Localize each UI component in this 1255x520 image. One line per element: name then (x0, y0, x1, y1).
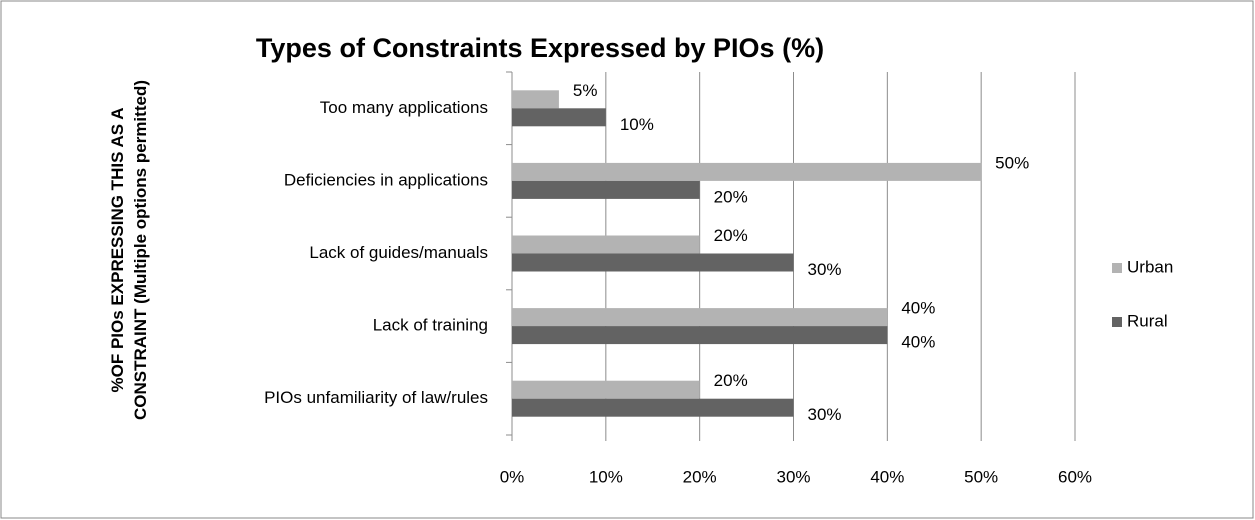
y-tick-label: Lack of guides/manuals (309, 243, 488, 262)
data-label: 20% (714, 226, 748, 245)
bar (512, 326, 888, 345)
x-tick-label: 60% (1058, 467, 1092, 486)
data-label: 30% (808, 260, 842, 279)
y-tick-label: Too many applications (320, 98, 488, 117)
legend-label: Urban (1127, 257, 1173, 276)
bar (512, 398, 794, 417)
data-label: 20% (714, 187, 748, 206)
y-tick-label: Deficiencies in applications (284, 170, 488, 189)
legend-swatch (1112, 317, 1122, 327)
bar (512, 380, 700, 399)
bar (512, 90, 559, 109)
legend-swatch (1112, 263, 1122, 273)
bar (512, 253, 794, 272)
y-tick-label: Lack of training (373, 316, 488, 335)
bar (512, 235, 700, 254)
x-tick-label: 0% (500, 467, 525, 486)
x-tick-label: 50% (964, 467, 998, 486)
x-tick-label: 40% (870, 467, 904, 486)
data-label: 20% (714, 371, 748, 390)
data-label: 40% (901, 333, 935, 352)
bar (512, 108, 606, 127)
bar (512, 162, 982, 181)
x-tick-label: 30% (776, 467, 810, 486)
y-axis-title: %OF PIOs EXPRESSING THIS AS A CONSTRAINT… (108, 80, 150, 420)
legend-label: Rural (1127, 311, 1168, 330)
data-label: 10% (620, 115, 654, 134)
data-label: 40% (901, 299, 935, 318)
chart-title: Types of Constraints Expressed by PIOs (… (256, 33, 824, 63)
bar (512, 308, 888, 327)
x-tick-label: 10% (589, 467, 623, 486)
data-label: 5% (573, 81, 598, 100)
x-tick-label: 20% (683, 467, 717, 486)
bar (512, 180, 700, 199)
data-label: 30% (808, 405, 842, 424)
y-tick-label: PIOs unfamiliarity of law/rules (264, 388, 488, 407)
data-label: 50% (995, 153, 1029, 172)
